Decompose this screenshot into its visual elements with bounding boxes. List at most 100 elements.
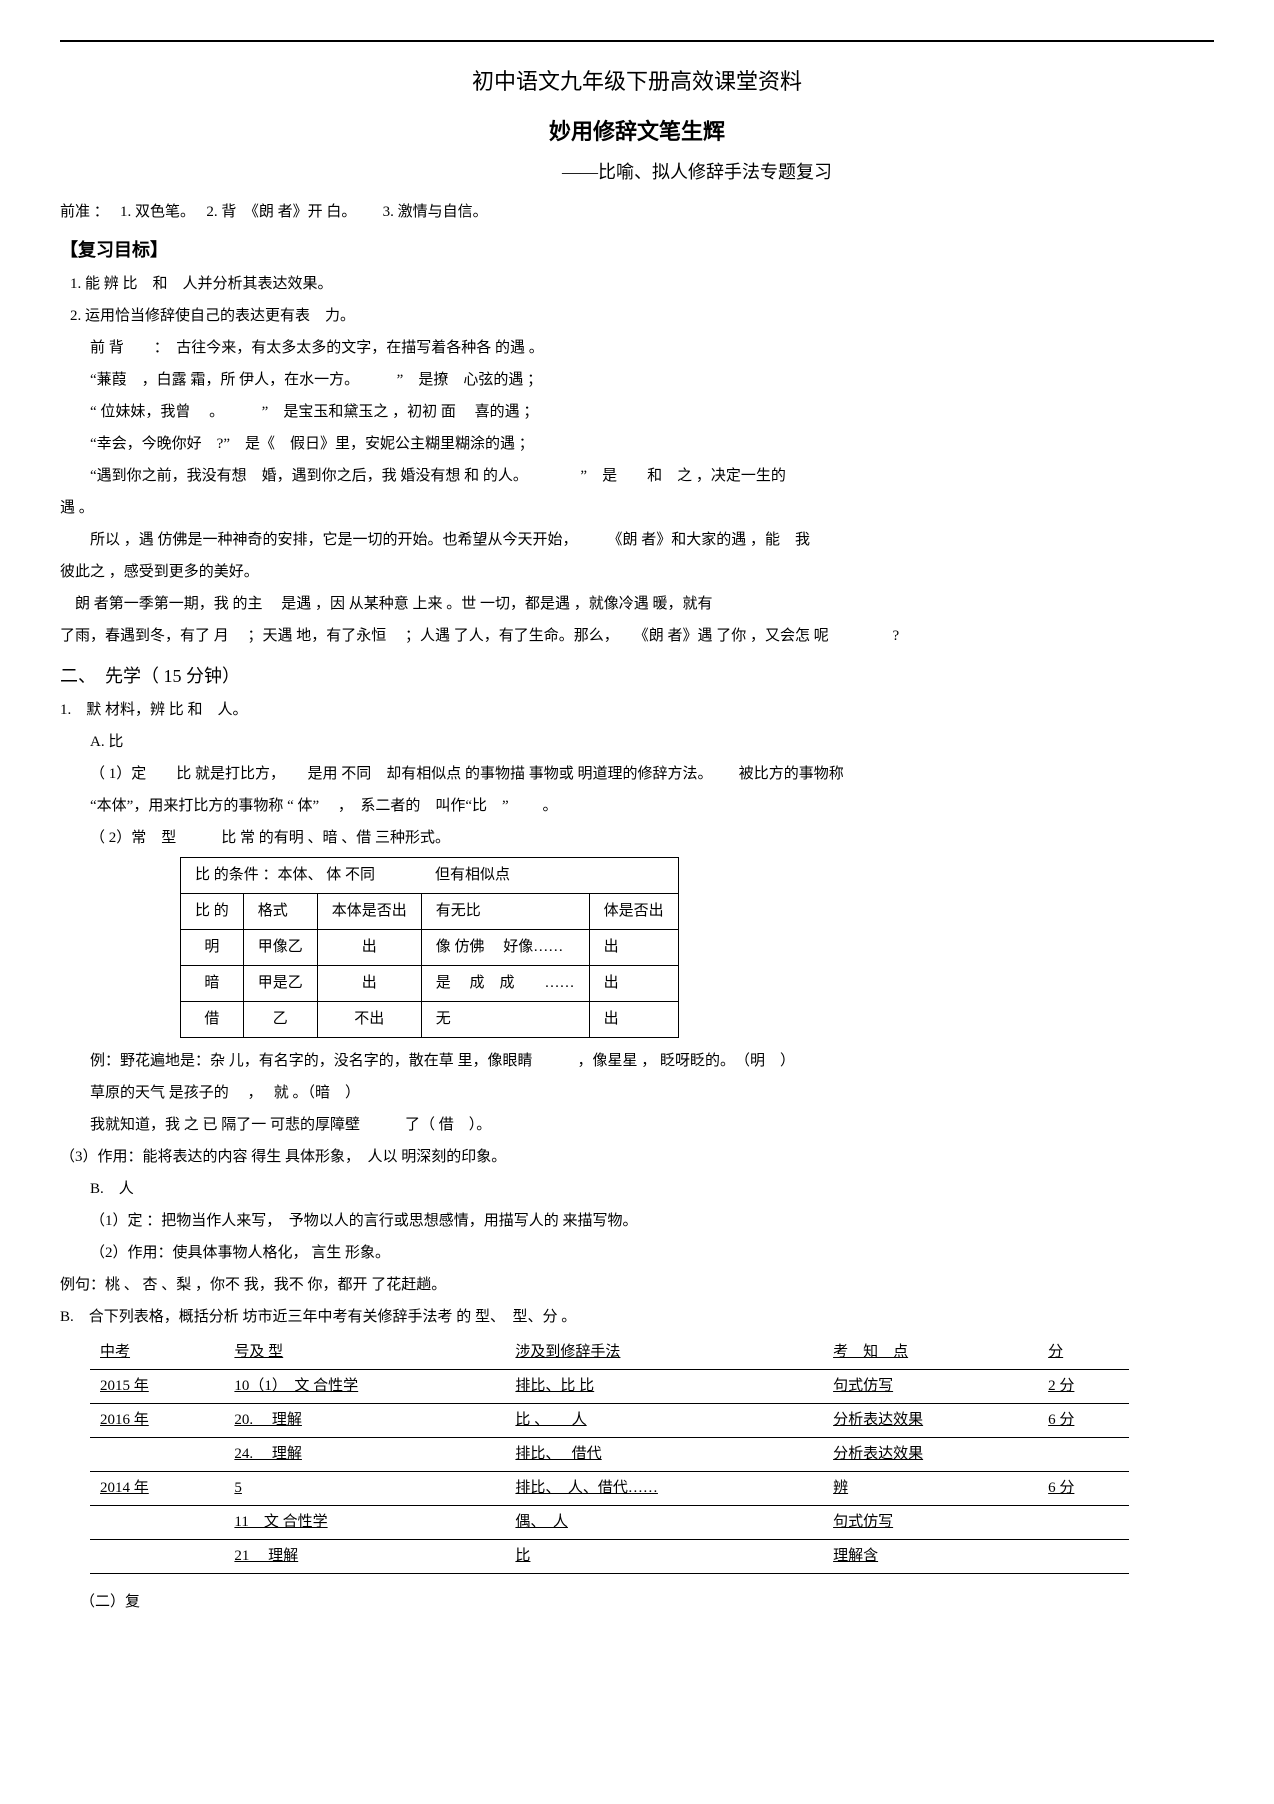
cell: 借 xyxy=(181,1002,244,1038)
cell: 10（1） 文 合性学 xyxy=(224,1370,505,1404)
cell: 21 理解 xyxy=(224,1540,505,1574)
b2: （2）作用：使具体事物人格化， 言生 形象。 xyxy=(90,1240,1214,1267)
table-row: 比 的 格式 本体是否出 有无比 体是否出 xyxy=(181,894,679,930)
comparison-table: 比 的条件 ：本体、 体 不同 但有相似点 比 的 格式 本体是否出 有无比 体… xyxy=(180,857,679,1038)
cell: 排比、比 比 xyxy=(505,1370,823,1404)
cell: 像 仿佛 好像…… xyxy=(421,930,589,966)
cell: 出 xyxy=(317,930,421,966)
th: 中考 xyxy=(90,1336,224,1370)
cell: 出 xyxy=(589,1002,678,1038)
table-row: 11 文 合性学 偶、 人 句式仿写 xyxy=(90,1506,1129,1540)
table-row: 明 甲像乙 出 像 仿佛 好像…… 出 xyxy=(181,930,679,966)
prose-p1: 前 背 ： 古往今来，有太多太多的文字，在描写着各种各 的遇 。 xyxy=(90,335,1214,362)
prose-p3: “ 位妹妹，我曾 。 ” 是宝玉和黛玉之 ，初初 面 喜的遇 ； xyxy=(90,399,1214,426)
cell xyxy=(1038,1540,1128,1574)
prose-p7: 朗 者第一季第一期，我 的主 是遇 ，因 从某种意 上来 。世 一切，都是遇 ，… xyxy=(60,591,1214,618)
th-col3: 本体是否出 xyxy=(317,894,421,930)
th: 考 知 点 xyxy=(823,1336,1038,1370)
cell: 乙 xyxy=(243,1002,317,1038)
cell: 6 分 xyxy=(1038,1472,1128,1506)
th: 分 xyxy=(1038,1336,1128,1370)
table-row: 比 的条件 ：本体、 体 不同 但有相似点 xyxy=(181,858,679,894)
goals-header: 【复习目标】 xyxy=(60,234,1214,266)
example-3: 我就知道，我 之 已 隔了一 可悲的厚障壁 了（ 借 ）。 xyxy=(90,1112,1214,1139)
cell xyxy=(1038,1506,1128,1540)
section2-header: 二、 先学（ 15 分钟） xyxy=(60,660,1214,692)
th: 涉及到修辞手法 xyxy=(505,1336,823,1370)
prep-2: 2. 背 《朗 者》开 白。 xyxy=(206,204,349,220)
cell: 暗 xyxy=(181,966,244,1002)
cell: 20. 理解 xyxy=(224,1404,505,1438)
a2: （ 2）常 型 比 常 的有明 、暗 、借 三种形式。 xyxy=(90,825,1214,852)
cell: 甲像乙 xyxy=(243,930,317,966)
cell: 2016 年 xyxy=(90,1404,224,1438)
question-mark: ? xyxy=(893,628,900,644)
cell: 11 文 合性学 xyxy=(224,1506,505,1540)
cell: 6 分 xyxy=(1038,1404,1128,1438)
cell: 明 xyxy=(181,930,244,966)
b-label: B. 人 xyxy=(90,1176,1214,1203)
goal-2: 2. 运用恰当修辞使自己的表达更有表 力。 xyxy=(70,303,1214,330)
example-1: 例：野花遍地是：杂 儿，有名字的，没名字的，散在草 里，像眼睛 ，像星星 ， 眨… xyxy=(90,1048,1214,1075)
s2-item1: 1. 默 材料，辨 比 和 人。 xyxy=(60,697,1214,724)
role-3: （3）作用：能将表达的内容 得生 具体形象， 人以 明深刻的印象。 xyxy=(60,1144,1214,1171)
sub-title: 妙用修辞文笔生辉 xyxy=(60,112,1214,152)
cell: 出 xyxy=(589,966,678,1002)
cell: 比 xyxy=(505,1540,823,1574)
table-row: 2016 年 20. 理解 比 、 人 分析表达效果 6 分 xyxy=(90,1404,1129,1438)
cell: 2015 年 xyxy=(90,1370,224,1404)
cell: 出 xyxy=(317,966,421,1002)
a1b: “本体”，用来打比方的事物称 “ 体” ， 系二者的 叫作“比 ” 。 xyxy=(90,793,1214,820)
cell: 2 分 xyxy=(1038,1370,1128,1404)
goal-1: 1. 能 辨 比 和 人并分析其表达效果。 xyxy=(70,271,1214,298)
cell: 比 、 人 xyxy=(505,1404,823,1438)
cell: 辨 xyxy=(823,1472,1038,1506)
prose-p2: “蒹葭 ，白露 霜，所 伊人，在水一方。 ” 是撩 心弦的遇 ； xyxy=(90,367,1214,394)
th-col2: 格式 xyxy=(243,894,317,930)
b-task: B. 合下列表格，概括分析 坊市近三年中考有关修辞手法考 的 型、 型、分 。 xyxy=(60,1304,1214,1331)
cell xyxy=(90,1506,224,1540)
prose-p6: 所以 ，遇 仿佛是一种神奇的安排，它是一切的开始。也希望从今天开始， 《朗 者》… xyxy=(60,527,1214,554)
th: 号及 型 xyxy=(224,1336,505,1370)
cell: 分析表达效果 xyxy=(823,1404,1038,1438)
cell: 理解含 xyxy=(823,1540,1038,1574)
title-desc: ——比喻、拟人修辞手法专题复习 xyxy=(180,156,1214,188)
cell xyxy=(90,1540,224,1574)
table-row: 借 乙 不出 无 出 xyxy=(181,1002,679,1038)
prep-label: 前准 ： xyxy=(60,204,101,220)
b1: （1）定 ：把物当作人来写， 予物以人的言行或思想感情，用描写人的 来描写物。 xyxy=(90,1208,1214,1235)
table-row: 24. 理解 排比、 借代 分析表达效果 xyxy=(90,1438,1129,1472)
main-title: 初中语文九年级下册高效课堂资料 xyxy=(60,62,1214,102)
table-row: 2014 年 5 排比、 人、借代…… 辨 6 分 xyxy=(90,1472,1129,1506)
cell: 甲是乙 xyxy=(243,966,317,1002)
cell: 排比、 借代 xyxy=(505,1438,823,1472)
cell: 句式仿写 xyxy=(823,1506,1038,1540)
cell: 分析表达效果 xyxy=(823,1438,1038,1472)
b-example: 例句：桃 、 杏 、梨 ，你不 我，我不 你，都开 了花赶趟。 xyxy=(60,1272,1214,1299)
prep-3: 3. 激情与自信。 xyxy=(383,204,488,220)
prose-p8a: 了雨，春遇到冬，有了 月 ；天遇 地，有了永恒 ；人遇 了人，有了生命。那么， … xyxy=(60,628,829,644)
cell: 无 xyxy=(421,1002,589,1038)
cell xyxy=(90,1438,224,1472)
cell: 2014 年 xyxy=(90,1472,224,1506)
prose-p8: 了雨，春遇到冬，有了 月 ；天遇 地，有了永恒 ；人遇 了人，有了生命。那么， … xyxy=(60,623,1214,650)
cell: 5 xyxy=(224,1472,505,1506)
top-divider xyxy=(60,40,1214,42)
prose-p5b: 遇 。 xyxy=(60,495,1214,522)
cell: 出 xyxy=(589,930,678,966)
prep-1: 1. 双色笔。 xyxy=(120,204,188,220)
table-row: 暗 甲是乙 出 是 成 成 …… 出 xyxy=(181,966,679,1002)
prose-p5: “遇到你之前，我没有想 婚，遇到你之后，我 婚没有想 和 的人。 ” 是 和 之… xyxy=(90,463,1214,490)
prep-line: 前准 ： 1. 双色笔。 2. 背 《朗 者》开 白。 3. 激情与自信。 xyxy=(60,199,1214,226)
prose-p4: “幸会，今晚你好 ?” 是《 假日》里，安妮公主糊里糊涂的遇 ； xyxy=(90,431,1214,458)
table-row: 21 理解 比 理解含 xyxy=(90,1540,1129,1574)
table-row: 中考 号及 型 涉及到修辞手法 考 知 点 分 xyxy=(90,1336,1129,1370)
th-col5: 体是否出 xyxy=(589,894,678,930)
cell: 24. 理解 xyxy=(224,1438,505,1472)
cell: 排比、 人、借代…… xyxy=(505,1472,823,1506)
footer-text: （二）复 xyxy=(80,1589,1214,1616)
exam-table: 中考 号及 型 涉及到修辞手法 考 知 点 分 2015 年 10（1） 文 合… xyxy=(90,1336,1129,1574)
a-label: A. 比 xyxy=(90,729,1214,756)
th-col4: 有无比 xyxy=(421,894,589,930)
cell: 不出 xyxy=(317,1002,421,1038)
